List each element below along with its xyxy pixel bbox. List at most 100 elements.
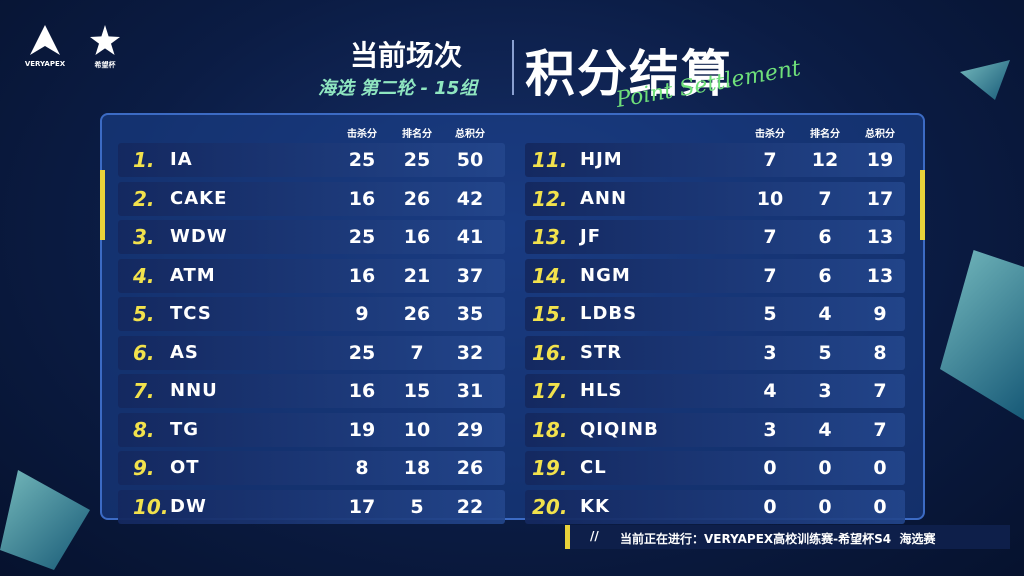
score-kills: 16 [348,264,376,287]
score-placement: 25 [403,149,431,171]
team-name: HJM [580,149,623,170]
rank: 5. [133,302,155,326]
decor-shard [940,250,1024,420]
score-placement: 26 [403,303,431,325]
standings-row [118,412,505,447]
score-total: 19 [866,149,894,171]
logo-icon [90,25,120,55]
standings-row [525,412,905,447]
column-header: 击杀分 [755,129,785,140]
rank: 4. [133,263,155,288]
score-placement: 6 [818,226,832,248]
score-kills: 16 [348,187,376,210]
column-header: 排名分 [402,129,432,140]
team-name: STR [580,341,623,363]
score-kills: 8 [355,457,369,479]
score-kills: 0 [763,495,777,518]
standings-row [118,374,505,408]
score-kills: 3 [763,418,777,441]
score-total: 9 [873,303,887,325]
score-placement: 4 [818,418,832,441]
score-placement: 3 [818,380,832,402]
team-name: WDW [170,226,228,247]
score-kills: 0 [763,457,777,479]
panel-accent [100,170,105,240]
score-placement: 5 [818,341,832,364]
team-name: IA [170,149,193,170]
score-total: 22 [456,495,484,518]
status-bar: // 当前正在进行：VERYAPEX高校训练赛-希望杯S4 海选赛 [565,525,1010,549]
rank: 19. [532,456,568,480]
column-header: 总积分 [865,129,895,140]
score-total: 42 [456,187,484,210]
team-name: NGM [580,264,631,286]
score-total: 7 [873,380,887,402]
score-total: 50 [456,149,484,171]
score-kills: 16 [348,380,376,402]
rank: 17. [532,379,568,403]
standings-row [525,220,905,254]
column-header: 击杀分 [347,129,377,140]
score-total: 13 [866,226,894,248]
rank: 16. [532,340,568,365]
score-total: 41 [456,226,484,248]
team-name: CL [580,457,607,478]
logo-icon [30,25,60,55]
score-kills: 19 [348,418,376,441]
team-name: HLS [580,380,623,401]
score-kills: 7 [763,149,777,171]
standings-row [118,297,505,331]
score-total: 35 [456,303,484,325]
rank: 12. [532,186,568,211]
rank: 20. [532,494,568,519]
score-kills: 25 [348,341,376,364]
standings-row [118,143,505,177]
column-header: 总积分 [455,129,485,140]
score-kills: 4 [763,380,777,402]
standings-row [118,489,505,524]
divider [512,40,514,95]
rank: 3. [133,225,155,249]
score-placement: 10 [403,418,431,441]
decor-shard [960,60,1010,100]
status-text: 当前正在进行：VERYAPEX高校训练赛-希望杯S4 海选赛 [620,532,936,546]
team-name: TG [170,418,200,440]
rank: 1. [133,148,155,172]
score-kills: 10 [756,187,784,210]
score-placement: 15 [403,380,431,402]
team-name: JF [580,226,601,247]
team-name: DW [170,495,207,517]
match-subtitle: 海选 第二轮 - 15组 [318,78,478,99]
score-total: 13 [866,264,894,287]
standings-row [525,258,905,293]
standings-row [525,297,905,331]
team-name: KK [580,495,610,517]
standings-row [118,451,505,485]
score-kills: 5 [763,303,777,325]
team-name: AS [170,341,199,363]
score-total: 37 [456,264,484,287]
standings-row [118,335,505,370]
score-total: 7 [873,418,887,441]
team-name: TCS [170,303,212,324]
decor-shard [0,470,90,570]
standings-row [525,451,905,485]
standings-row [525,143,905,177]
score-placement: 7 [818,187,832,210]
score-placement: 12 [811,149,839,171]
standings-row [118,258,505,293]
score-placement: 6 [818,264,832,287]
standings-row [525,335,905,370]
logo-label: VERYAPEX [24,60,66,68]
score-total: 31 [456,380,484,402]
score-kills: 25 [348,149,376,171]
rank: 13. [532,225,568,249]
logo-label: 希望杯 [94,61,116,69]
team-name: NNU [170,380,218,401]
score-placement: 16 [403,226,431,248]
score-total: 17 [866,187,894,210]
main-title: 积分结算 [525,45,733,103]
score-placement: 18 [403,457,431,479]
score-placement: 5 [410,495,424,518]
